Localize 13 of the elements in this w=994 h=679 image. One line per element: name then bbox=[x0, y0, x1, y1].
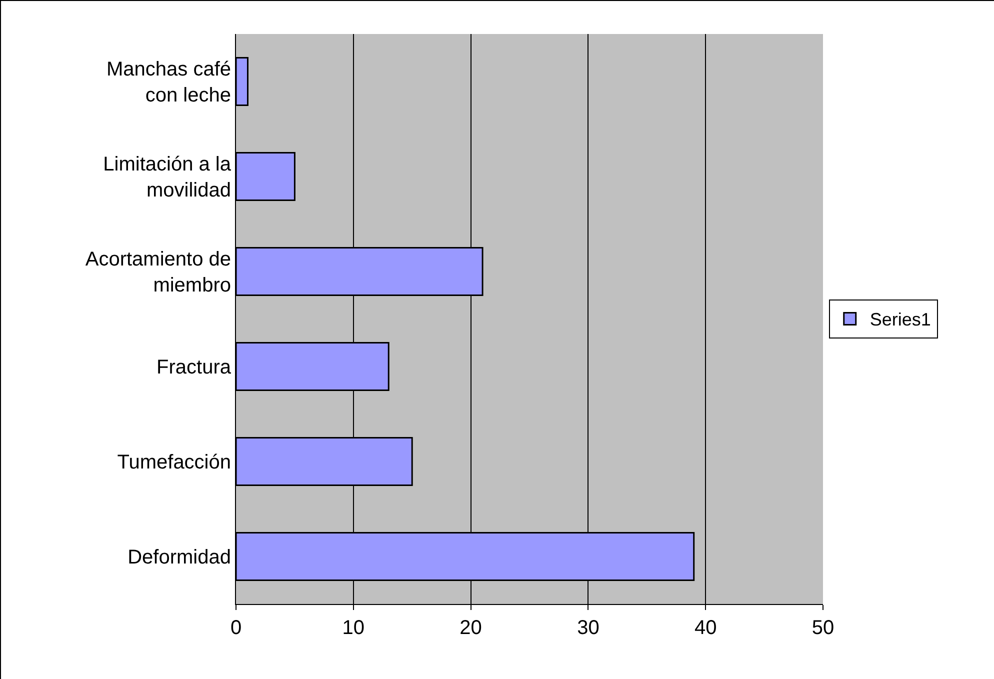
x-tick-label: 30 bbox=[577, 617, 600, 639]
x-tick-label: 0 bbox=[230, 617, 242, 639]
legend-label: Series1 bbox=[870, 310, 931, 330]
y-tick-label: Manchas café con leche bbox=[106, 58, 231, 106]
x-tick-label: 20 bbox=[460, 617, 482, 639]
x-tick-label: 10 bbox=[342, 617, 365, 639]
y-tick-label: Fractura bbox=[156, 356, 232, 378]
y-tick-label: Limitación a la movilidad bbox=[103, 154, 232, 202]
y-tick-label: Deformidad bbox=[128, 546, 231, 568]
x-tick-label: 40 bbox=[694, 617, 717, 639]
y-tick-label: Tumefacción bbox=[117, 452, 231, 474]
y-tick-label: Acortamiento de miembro bbox=[85, 248, 231, 296]
x-tick-label: 50 bbox=[812, 617, 834, 639]
